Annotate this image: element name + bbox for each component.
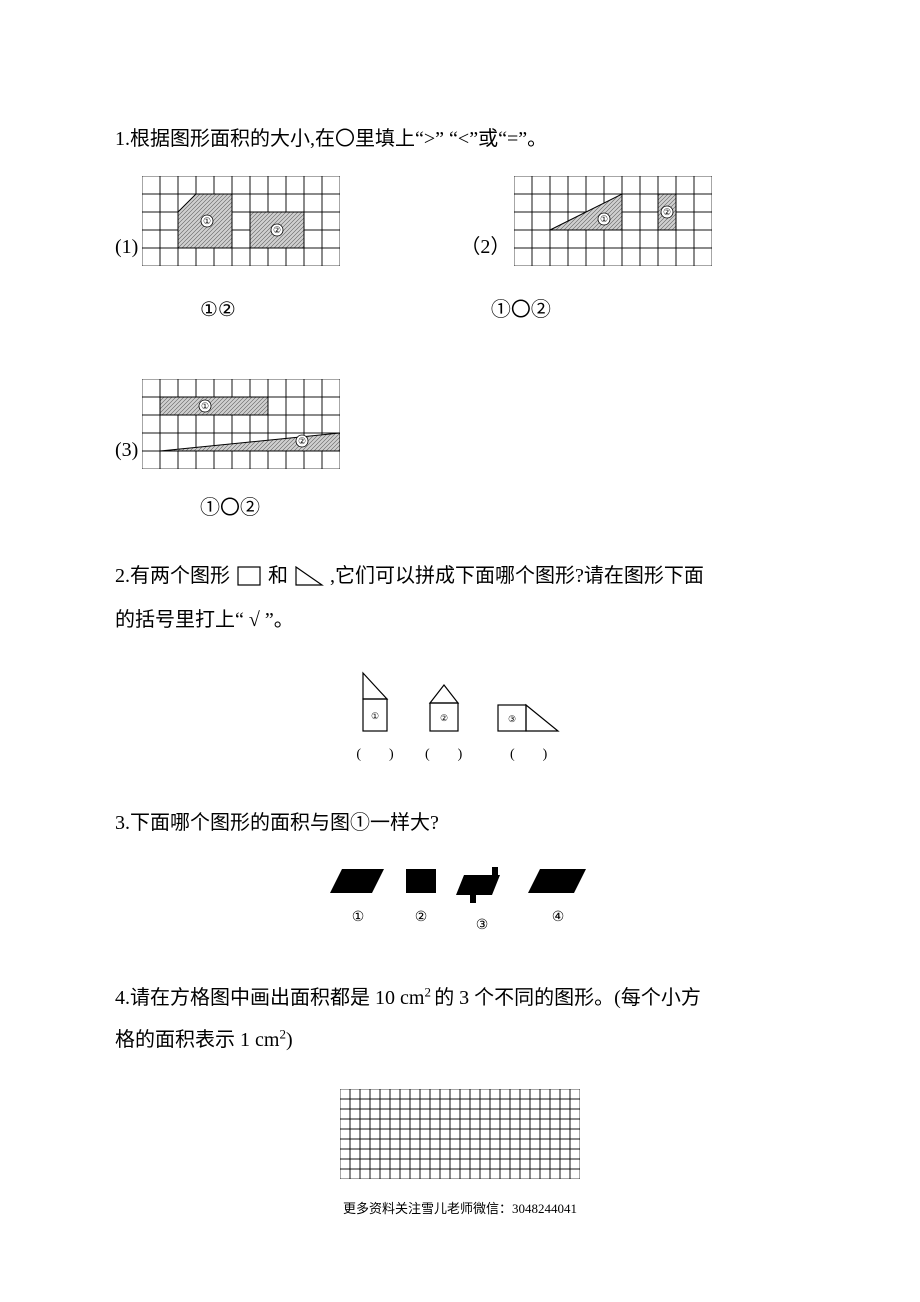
q2-t2: 和 [268,557,288,595]
svg-text:③: ③ [508,714,516,724]
q1-grid1: ① ② [142,176,340,266]
q2-shapes: ① ( ) ② ( ) ③ ( ) [115,669,805,769]
q2-paren2[interactable]: ( ) [425,742,462,769]
q2-shape3: ③ ( ) [494,669,564,769]
q1-p1-label: (1) [115,228,138,266]
q1-part1: (1) ① ② [115,176,340,266]
q3-l1: ① [352,905,365,932]
q1-p2-label: （2） [460,228,510,266]
triangle-icon [294,565,324,587]
q2-t3: ,它们可以拼成下面哪个图形?请在图形下面 [330,557,704,595]
q1-ans1[interactable]: ①② [200,291,236,329]
square-icon [236,565,262,587]
q3-s4: ④ [526,867,590,940]
q3-s3: ③ [456,867,508,940]
q2-shape2: ② ( ) [424,669,464,769]
svg-text:②: ② [273,225,281,235]
q3-shapes: ① ② ③ ④ [115,867,805,940]
q4-t4: ) [286,1029,293,1051]
q2-line2: 的括号里打上“ √ ”。 [115,601,805,639]
q3-s1: ① [330,867,386,940]
q2-t1: 2.有两个图形 [115,557,230,595]
q1-grid3: ① ② [142,379,340,469]
q3-s2: ② [404,867,438,940]
q1-text: 1.根据图形面积的大小,在〇里填上“>” “<”或“=”。 [115,120,805,158]
q1-part2: （2） ① ② [460,176,712,266]
q1-row1: (1) ① ② （2） ① ② [115,176,805,266]
svg-text:②: ② [440,713,448,723]
q1-ans2[interactable]: ①〇② [491,291,551,329]
q1-ans3[interactable]: ①〇② [200,489,805,527]
q4-grid-svg [340,1089,580,1179]
q2-shape1: ① ( ) [356,669,393,769]
footer: 更多资料关注雪儿老师微信：3048244041 [115,1197,805,1222]
q4-line2: 格的面积表示 1 cm2) [115,1021,805,1059]
q4-t2: 的 3 个不同的图形。(每个小方 [434,987,701,1009]
q1-grid2: ① ② [514,176,712,266]
q3-l2: ② [415,905,428,932]
svg-text:①: ① [201,401,209,411]
svg-text:②: ② [298,436,306,446]
q4-grid[interactable] [115,1089,805,1179]
q3-l3: ③ [476,913,489,940]
svg-text:①: ① [371,711,379,721]
q2-text: 2.有两个图形 和 ,它们可以拼成下面哪个图形?请在图形下面 [115,557,805,595]
q2-paren3[interactable]: ( ) [510,742,547,769]
q4-t1: 4.请在方格图中画出面积都是 10 cm [115,987,424,1009]
svg-text:①: ① [203,216,211,226]
q4-sup1: 2 [424,985,434,1000]
q4-t3: 格的面积表示 1 cm [115,1029,279,1051]
svg-text:①: ① [600,214,608,224]
q1-p3-label: (3) [115,431,138,469]
svg-text:②: ② [663,207,671,217]
q1-answers-row1: ①② ①〇② [115,291,805,329]
q3-text: 3.下面哪个图形的面积与图①一样大? [115,804,805,842]
q3-l4: ④ [552,905,565,932]
q2-paren1[interactable]: ( ) [356,742,393,769]
q4-text: 4.请在方格图中画出面积都是 10 cm2 的 3 个不同的图形。(每个小方 [115,979,805,1017]
q1-row2: (3) ① ② [115,379,805,469]
